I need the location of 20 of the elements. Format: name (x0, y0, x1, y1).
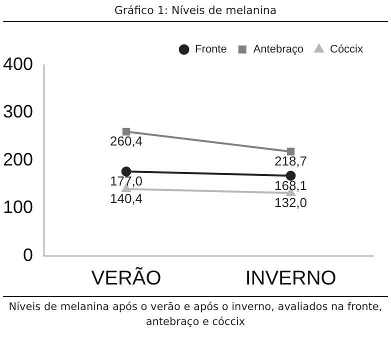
legend-label: Cóccix (330, 44, 364, 56)
y-tick-label: 400 (2, 54, 34, 74)
chart-title: Gráfico 1: Níveis de melanina (113, 3, 278, 19)
point (121, 166, 132, 176)
y-tick-label: 100 (2, 197, 34, 218)
x-tick-label: INVERNO (245, 268, 336, 290)
data-label: 260,4 (110, 134, 143, 149)
point (286, 170, 296, 181)
point (122, 128, 130, 136)
legend-label: Antebraço (253, 44, 304, 56)
y-tick-label: 0 (23, 244, 34, 265)
y-tick-label: 300 (2, 102, 34, 122)
point (286, 148, 295, 156)
data-label: 218,7 (274, 154, 308, 169)
x-tick-label: VERÃO (91, 266, 162, 290)
data-label: 140,4 (110, 191, 143, 206)
data-label: 132,0 (274, 195, 308, 210)
y-tick-label: 200 (2, 149, 34, 170)
legend-label: Fronte (195, 44, 227, 56)
text: Níveis de melanina após o verão e após o inverno, avaliados na fronte, antebraço e cóccix (8, 300, 384, 330)
